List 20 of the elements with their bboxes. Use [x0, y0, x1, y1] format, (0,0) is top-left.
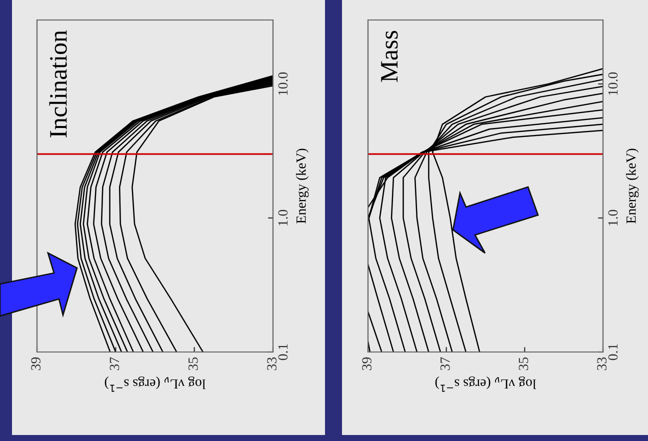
x-tick-label: 39: [31, 357, 40, 370]
x-axis-title: log νL$_{ν}$ (ergs s$^{−1}$): [435, 376, 536, 392]
x-tick-label: 37: [440, 357, 450, 370]
x-tick-label: 35: [188, 357, 198, 370]
text: Inclination: [49, 30, 67, 138]
y-tick-label: 0.1: [278, 344, 288, 360]
x-tick-label: 33: [597, 357, 606, 370]
y-tick-label: 0.1: [608, 344, 618, 360]
x-tick-label: 39: [362, 357, 372, 370]
x-tick-label: 33: [267, 357, 276, 370]
y-tick-label: 1.0: [278, 210, 288, 226]
x-tick-label: 35: [518, 357, 528, 370]
y-tick-label: 1.0: [608, 210, 618, 226]
text: Mass: [381, 30, 398, 82]
y-tick-label: 10.0: [278, 72, 288, 95]
y-axis-title: Energy (keV): [296, 148, 309, 224]
x-axis-title: log νL$_{ν}$ (ergs s$^{−1}$): [104, 376, 206, 392]
y-tick-label: 10.0: [608, 72, 618, 95]
x-tick-label: 37: [110, 357, 120, 370]
y-axis-title: Energy (keV): [626, 148, 639, 224]
